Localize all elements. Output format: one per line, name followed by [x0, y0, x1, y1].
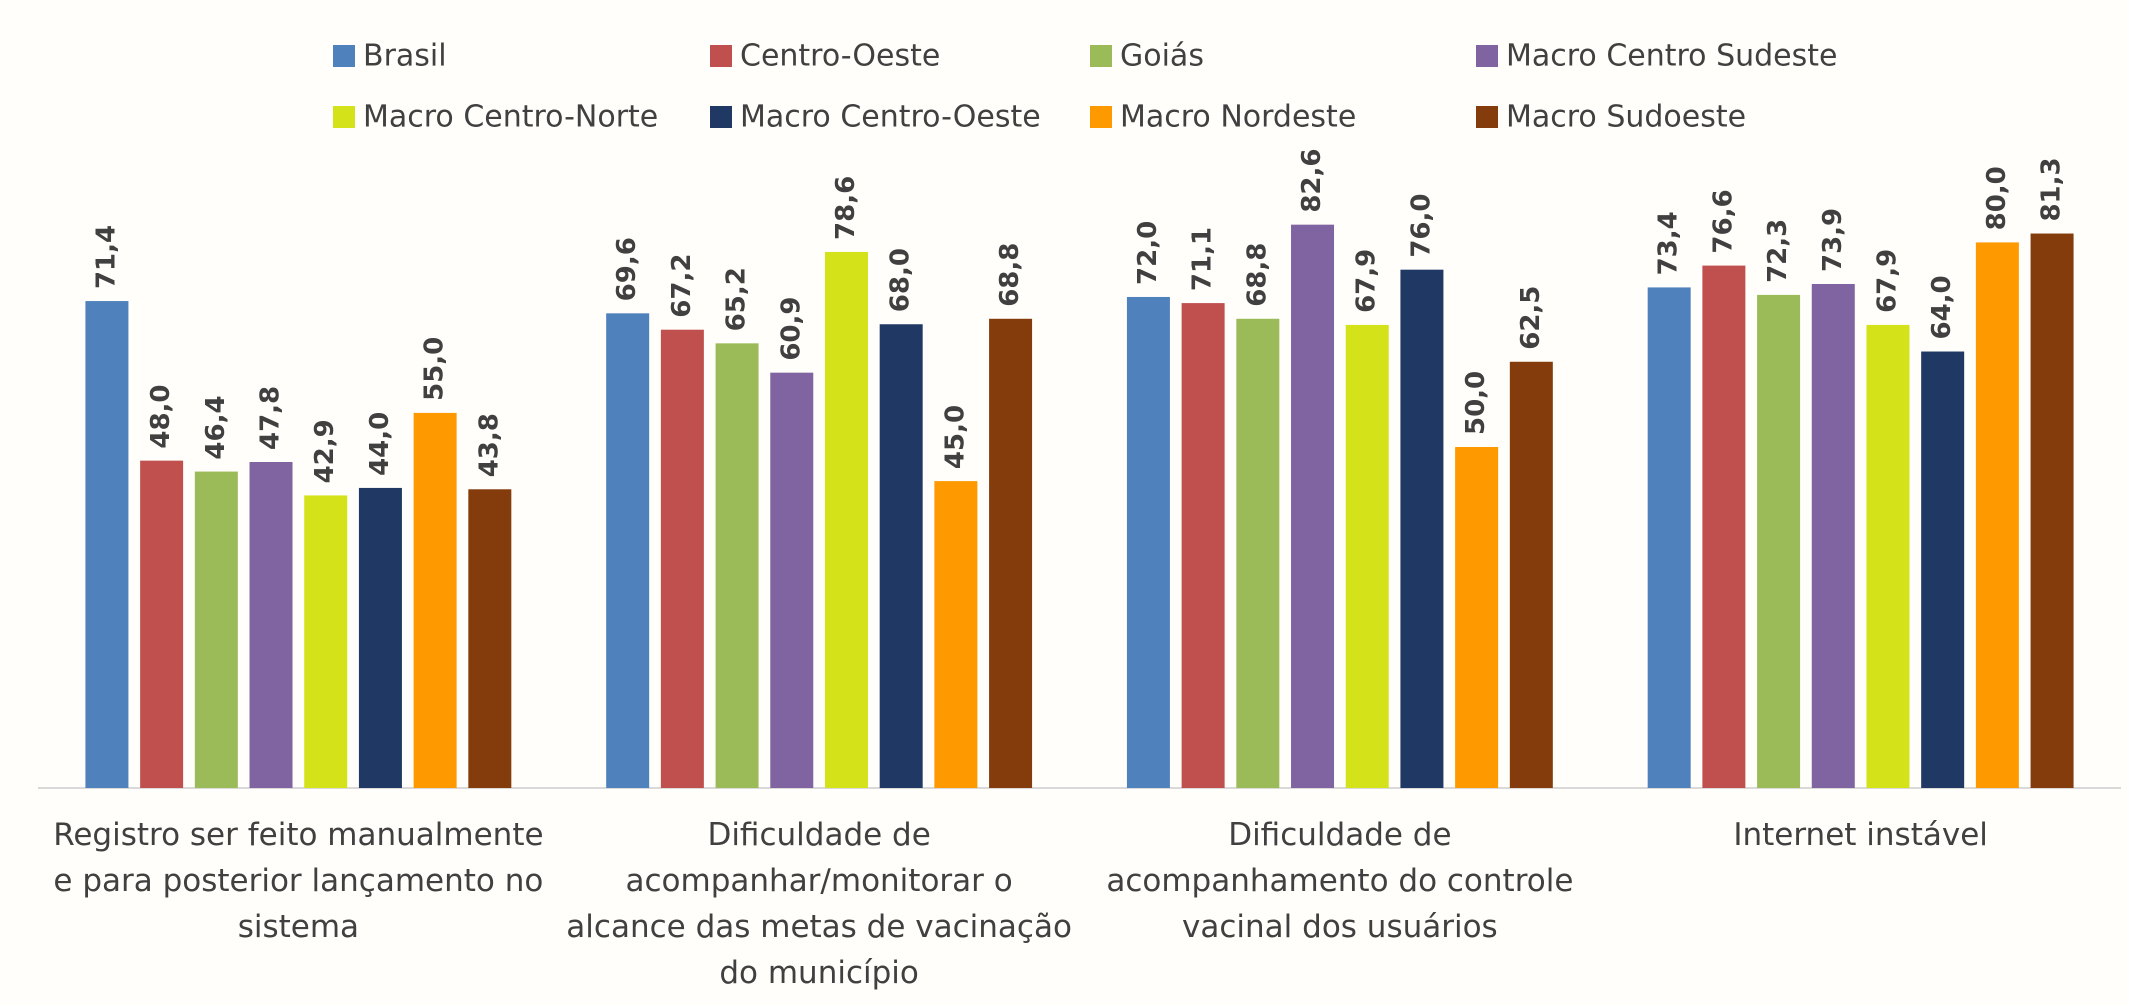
bar [1181, 303, 1225, 788]
bar [606, 313, 650, 788]
data-label: 45,0 [940, 405, 970, 469]
data-label: 81,3 [2037, 157, 2067, 221]
data-label: 71,1 [1188, 227, 1218, 291]
x-tick-label: Dificuldade de acompanhamento do control… [1106, 817, 1574, 945]
data-label: 60,9 [776, 297, 806, 361]
bar [1291, 224, 1335, 789]
bar [2030, 233, 2074, 788]
data-label: 44,0 [365, 412, 395, 476]
bar [304, 495, 348, 788]
bar [1455, 447, 1499, 788]
legend-label: Macro Centro-Oeste [740, 100, 1041, 135]
bar [1811, 284, 1855, 788]
data-label: 76,0 [1406, 194, 1436, 258]
bar [1975, 242, 2019, 788]
legend-swatch [710, 106, 732, 128]
x-tick-label: Internet instável [1733, 817, 1988, 853]
bar [660, 329, 704, 788]
data-label: 50,0 [1461, 371, 1491, 435]
bar [1509, 361, 1553, 788]
legend-label: Goiás [1120, 39, 1204, 74]
data-label: 78,6 [831, 176, 861, 240]
bar [934, 481, 978, 788]
data-label: 55,0 [420, 337, 450, 401]
bar [1126, 296, 1170, 788]
bar [715, 343, 759, 788]
bar [194, 471, 238, 788]
bar [1400, 269, 1444, 788]
bar [989, 318, 1033, 788]
data-label: 43,8 [474, 413, 504, 477]
legend-label: Brasil [363, 39, 447, 74]
bar [1702, 265, 1746, 788]
legend-swatch [1090, 45, 1112, 67]
data-label: 76,6 [1708, 189, 1738, 253]
legend-swatch [1090, 106, 1112, 128]
data-label: 65,2 [722, 267, 752, 331]
bar [85, 301, 129, 788]
bar [824, 251, 868, 788]
legend-label: Centro-Oeste [740, 39, 940, 74]
legend-label: Macro Nordeste [1120, 100, 1356, 135]
data-label: 62,5 [1516, 286, 1546, 350]
data-label: 68,8 [1242, 243, 1272, 307]
legend-swatch [1476, 106, 1498, 128]
legend-label: Macro Sudoeste [1506, 100, 1746, 135]
data-label: 48,0 [146, 384, 176, 448]
legend-swatch [333, 106, 355, 128]
bar [1866, 324, 1910, 788]
bar [358, 487, 402, 788]
bar [468, 489, 512, 788]
data-label: 80,0 [1982, 166, 2012, 230]
data-label: 42,9 [310, 419, 340, 483]
legend-label: Macro Centro Sudeste [1506, 39, 1837, 74]
bar [1345, 324, 1389, 788]
data-label: 69,6 [612, 237, 642, 301]
data-label: 72,3 [1763, 219, 1793, 283]
data-label: 64,0 [1927, 275, 1957, 339]
data-label: 68,0 [886, 248, 916, 312]
data-label: 47,8 [256, 386, 286, 450]
x-tick-label: Registro ser feito manualmente e para po… [53, 817, 544, 945]
bar [879, 324, 923, 788]
data-label: 71,4 [91, 225, 121, 289]
bar [140, 460, 184, 788]
data-label: 73,9 [1818, 208, 1848, 272]
bar [1236, 318, 1280, 788]
legend-swatch [333, 45, 355, 67]
legend-label: Macro Centro-Norte [363, 100, 658, 135]
bar [249, 462, 293, 788]
bar [1647, 287, 1691, 788]
data-label: 68,8 [995, 243, 1025, 307]
bar [1921, 351, 1965, 788]
data-label: 73,4 [1654, 211, 1684, 275]
data-label: 67,2 [667, 254, 697, 318]
bar [770, 372, 814, 788]
data-label: 46,4 [201, 395, 231, 459]
legend-swatch [710, 45, 732, 67]
bar [413, 412, 457, 788]
bar [1757, 294, 1801, 788]
legend-swatch [1476, 45, 1498, 67]
data-label: 67,9 [1872, 249, 1902, 313]
data-label: 67,9 [1352, 249, 1382, 313]
data-label: 72,0 [1133, 221, 1163, 285]
data-label: 82,6 [1297, 149, 1327, 213]
x-tick-label: Dificuldade de acompanhar/monitorar o al… [566, 817, 1072, 991]
